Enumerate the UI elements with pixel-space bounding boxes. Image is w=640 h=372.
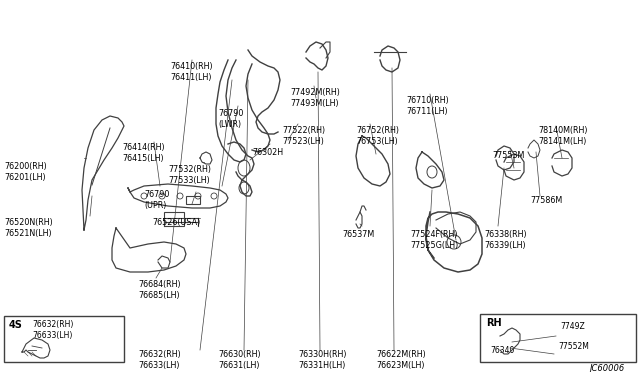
Text: 76630(RH)
76631(LH): 76630(RH) 76631(LH) [218, 350, 260, 371]
Text: 76752(RH)
76753(LH): 76752(RH) 76753(LH) [356, 126, 399, 147]
Bar [164, 212, 184, 226]
Bar [4, 316, 124, 362]
Text: 76526(USA): 76526(USA) [152, 218, 200, 227]
Text: 76790
(UPR): 76790 (UPR) [144, 190, 170, 211]
Text: 77522(RH)
77523(LH): 77522(RH) 77523(LH) [282, 126, 325, 147]
Text: 76537M: 76537M [342, 230, 374, 239]
Text: 7749Z: 7749Z [560, 322, 585, 331]
Text: 77552M: 77552M [558, 342, 589, 351]
Text: 77532(RH)
77533(LH): 77532(RH) 77533(LH) [168, 165, 211, 186]
Text: 78140M(RH)
78141M(LH): 78140M(RH) 78141M(LH) [538, 126, 588, 147]
Text: 76330H(RH)
76331H(LH): 76330H(RH) 76331H(LH) [298, 350, 346, 371]
Text: 76622M(RH)
76623M(LH): 76622M(RH) 76623M(LH) [376, 350, 426, 371]
Text: 77492M(RH)
77493M(LH): 77492M(RH) 77493M(LH) [290, 88, 340, 109]
Text: 76340: 76340 [490, 346, 515, 355]
Text: 76302H: 76302H [252, 148, 283, 157]
Text: RH: RH [486, 318, 502, 328]
Text: 77586M: 77586M [530, 196, 563, 205]
Text: 76710(RH)
76711(LH): 76710(RH) 76711(LH) [406, 96, 449, 116]
Text: 76632(RH)
76633(LH): 76632(RH) 76633(LH) [32, 320, 74, 340]
Text: 77553M: 77553M [492, 151, 524, 160]
Text: 76410(RH)
76411(LH): 76410(RH) 76411(LH) [170, 62, 212, 83]
Text: 76338(RH)
76339(LH): 76338(RH) 76339(LH) [484, 230, 527, 250]
Text: 76632(RH)
76633(LH): 76632(RH) 76633(LH) [138, 350, 180, 371]
Text: 76684(RH)
76685(LH): 76684(RH) 76685(LH) [138, 280, 180, 301]
Text: 76200(RH)
76201(LH): 76200(RH) 76201(LH) [4, 162, 47, 182]
Text: 4S: 4S [9, 320, 23, 330]
Text: 76790
(LWR): 76790 (LWR) [218, 109, 243, 129]
Bar [186, 196, 200, 204]
Text: JC60006: JC60006 [589, 364, 625, 372]
Text: 76520N(RH)
76521N(LH): 76520N(RH) 76521N(LH) [4, 218, 52, 238]
Bar [480, 314, 636, 362]
Text: 77524F(RH)
77525G(LH): 77524F(RH) 77525G(LH) [410, 230, 458, 250]
Text: 76414(RH)
76415(LH): 76414(RH) 76415(LH) [122, 143, 164, 163]
